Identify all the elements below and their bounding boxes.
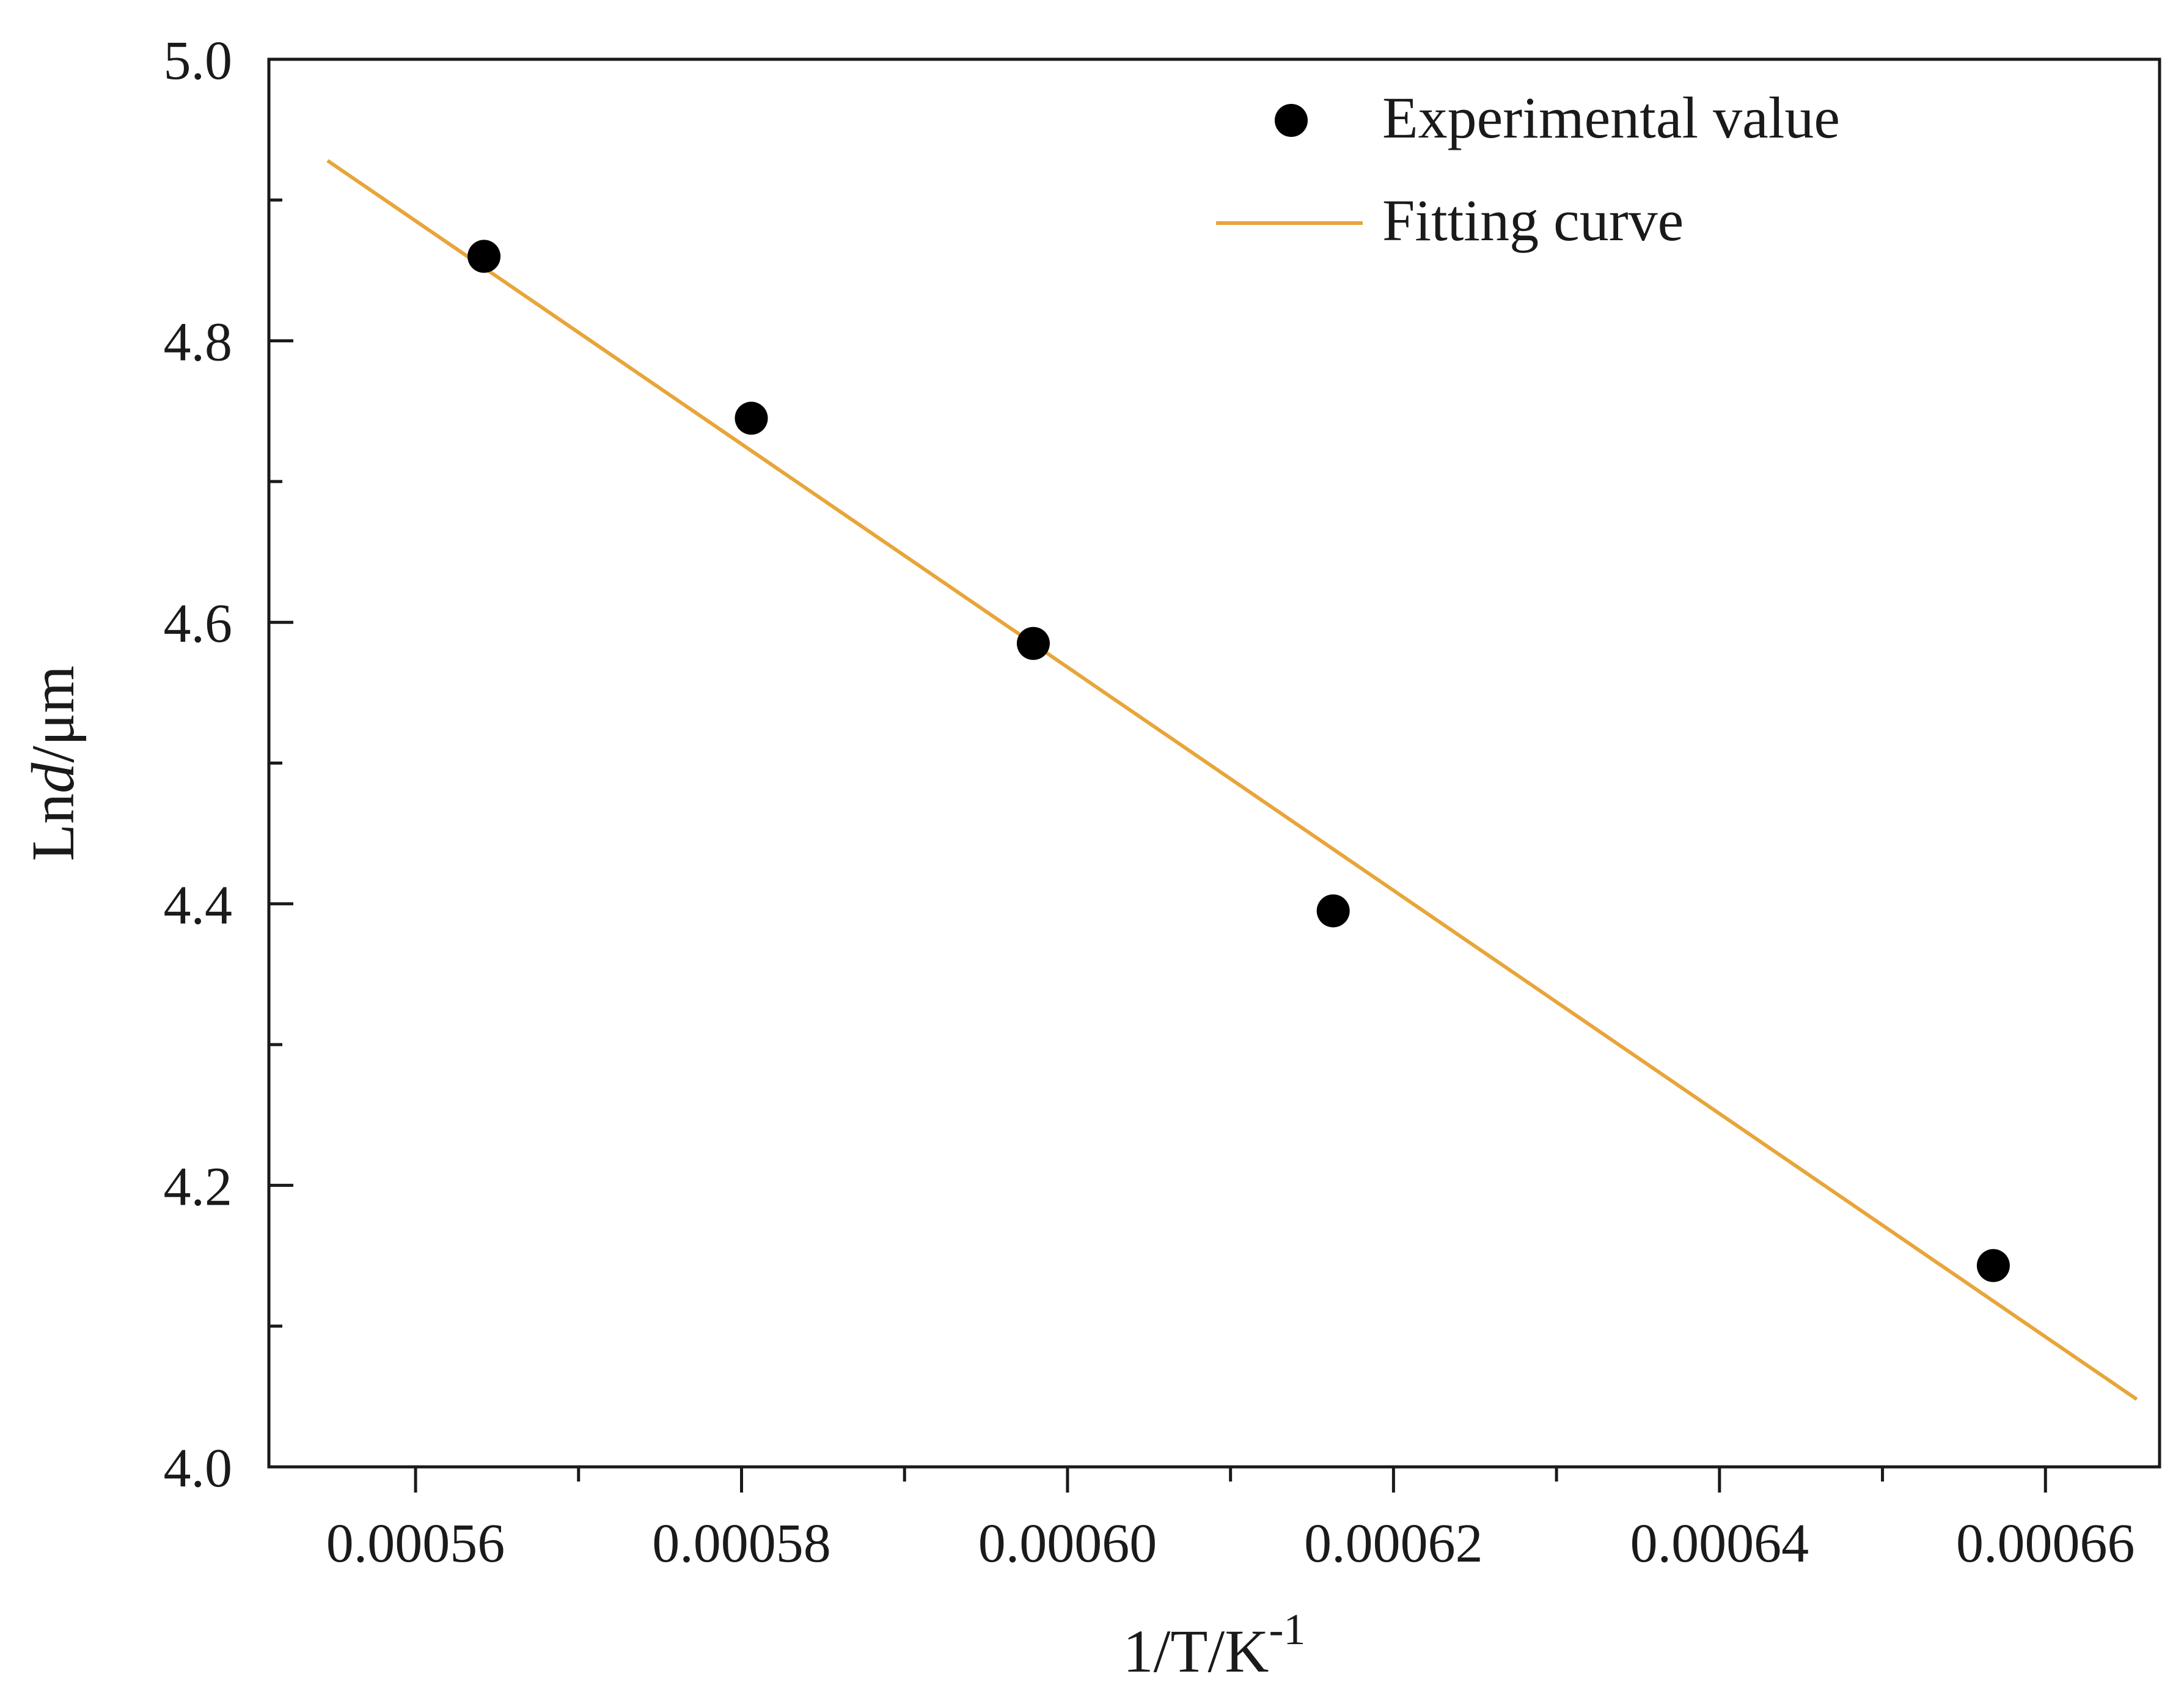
experimental-point xyxy=(1976,1249,2010,1282)
fitting-curve-layer xyxy=(326,159,2138,1401)
y-axis-title-italic: d xyxy=(19,762,87,793)
axis-tick-labels: 0.00056 0.00058 0.00060 0.00062 0.00064 0.000… xyxy=(164,31,2135,1574)
experimental-point xyxy=(1316,894,1350,928)
x-tick-label: 0.00058 xyxy=(652,1513,831,1574)
y-axis-title-main: Ln xyxy=(19,793,87,861)
y-axis-title: Lnd/μm xyxy=(19,666,87,861)
y-tick-label: 4.4 xyxy=(164,875,233,936)
y-tick-label: 5.0 xyxy=(164,31,233,91)
legend-label-experimental: Experimental value xyxy=(1382,85,1840,150)
y-tick-label: 4.8 xyxy=(164,312,233,373)
legend-label-fitting: Fitting curve xyxy=(1382,188,1684,253)
legend-marker-experimental xyxy=(1275,104,1308,137)
x-tick-label: 0.00056 xyxy=(326,1513,505,1574)
y-axis-title-unit: /μm xyxy=(19,666,87,763)
experimental-point xyxy=(467,240,501,273)
experimental-point xyxy=(735,402,768,435)
y-tick-label: 4.6 xyxy=(164,593,233,654)
y-tick-label: 4.0 xyxy=(164,1438,233,1499)
x-tick-label: 0.00066 xyxy=(1956,1513,2135,1574)
experimental-point xyxy=(1016,626,1050,660)
x-tick-label: 0.00064 xyxy=(1630,1513,1809,1574)
x-tick-label: 0.00062 xyxy=(1304,1513,1483,1574)
x-axis-title-superscript: -1 xyxy=(1269,1605,1305,1654)
y-tick-label: 4.2 xyxy=(164,1156,233,1217)
x-axis-title-main: 1/T/K xyxy=(1123,1617,1269,1685)
axis-ticks xyxy=(269,57,2047,1493)
experimental-points-layer xyxy=(467,240,2010,1282)
x-axis-title: 1/T/K-1 xyxy=(1123,1605,1306,1685)
plot-frame xyxy=(267,57,2161,1469)
fitting-curve-line xyxy=(326,159,2138,1401)
legend: Experimental value Fitting curve xyxy=(1216,85,1840,253)
x-tick-label: 0.00060 xyxy=(978,1513,1157,1574)
